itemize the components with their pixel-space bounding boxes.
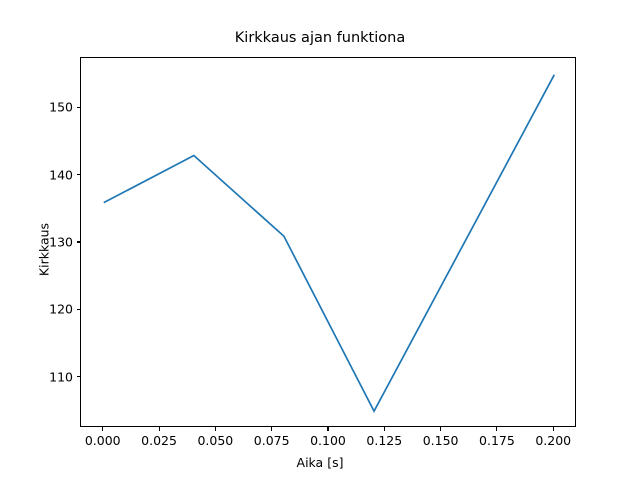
x-tick-mark (271, 427, 273, 431)
y-tick-label: 130 (49, 234, 73, 250)
y-tick-label: 150 (49, 99, 73, 115)
x-tick-label: 0.200 (535, 433, 572, 448)
y-tick-mark (76, 375, 80, 378)
data-line (103, 74, 555, 414)
y-axis-label: Kirkkaus (36, 222, 52, 277)
x-tick-mark (383, 427, 385, 431)
x-tick-mark (327, 427, 329, 431)
x-tick-label: 0.150 (422, 433, 459, 448)
x-tick-mark (102, 427, 104, 431)
x-tick-mark (552, 427, 554, 431)
x-tick-label: 0.125 (366, 433, 403, 448)
x-tick-label: 0.050 (197, 433, 234, 448)
x-tick-mark (496, 427, 498, 431)
y-tick-label: 110 (49, 369, 73, 385)
x-tick-label: 0.000 (84, 433, 121, 448)
y-tick-mark (76, 174, 80, 176)
x-tick-mark (158, 427, 160, 431)
y-tick-label: 120 (49, 301, 73, 317)
chart-title: Kirkkaus ajan funktiona (234, 30, 406, 46)
x-tick-mark (214, 427, 216, 431)
plot-axes (80, 57, 576, 427)
y-tick-mark (76, 308, 80, 310)
x-tick-label: 0.100 (310, 433, 346, 448)
line-series-svg (103, 74, 555, 414)
x-tick-mark (440, 427, 442, 431)
x-tick-label: 0.075 (253, 433, 290, 448)
x-tick-label: 0.025 (141, 433, 177, 448)
y-tick-mark (76, 241, 80, 243)
x-axis-label: Aika [s] (296, 455, 344, 470)
x-tick-label: 0.175 (479, 433, 515, 448)
y-tick-mark (76, 106, 80, 108)
y-tick-label: 140 (49, 167, 73, 183)
